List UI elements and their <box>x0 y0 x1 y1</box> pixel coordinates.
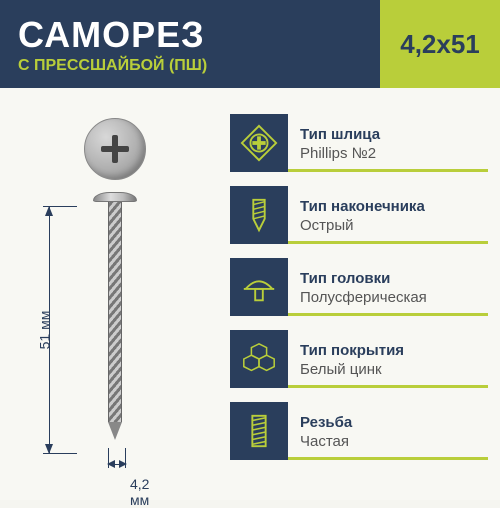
dimension-length-label: 51 мм <box>36 311 52 350</box>
phillips-icon <box>230 114 288 172</box>
spec-value: Частая <box>300 433 488 450</box>
tip-icon <box>230 186 288 244</box>
dimension-diameter: 4,2 мм <box>108 458 168 508</box>
product-card: САМОРЕЗ С ПРЕССШАЙБОЙ (ПШ) 4,2х51 <box>0 0 500 500</box>
spec-value: Острый <box>300 217 488 234</box>
spec-label: Тип наконечника <box>300 198 488 215</box>
spec-row-slot-type: Тип шлица Phillips №2 <box>230 114 488 172</box>
header-title-block: САМОРЕЗ С ПРЕССШАЙБОЙ (ПШ) <box>0 0 380 88</box>
screw-shaft <box>108 202 122 422</box>
product-title: САМОРЕЗ <box>18 17 362 53</box>
screw-head-top-view <box>84 118 146 180</box>
screw-side-view <box>93 192 137 440</box>
spec-text: Резьба Частая <box>288 402 488 460</box>
spec-row-coating-type: Тип покрытия Белый цинк <box>230 330 488 388</box>
spec-value: Phillips №2 <box>300 145 488 162</box>
spec-text: Тип шлица Phillips №2 <box>288 114 488 172</box>
header-size-block: 4,2х51 <box>380 0 500 88</box>
spec-text: Тип головки Полусферическая <box>288 258 488 316</box>
dimension-length: 51 мм <box>35 206 65 454</box>
spec-label: Тип покрытия <box>300 342 488 359</box>
spec-text: Тип покрытия Белый цинк <box>288 330 488 388</box>
screw-diagram <box>84 118 146 500</box>
phillips-cross-icon <box>101 135 129 163</box>
product-subtitle: С ПРЕССШАЙБОЙ (ПШ) <box>18 57 362 75</box>
coating-icon <box>230 330 288 388</box>
spec-text: Тип наконечника Острый <box>288 186 488 244</box>
spec-row-tip-type: Тип наконечника Острый <box>230 186 488 244</box>
screw-side-head <box>93 192 137 202</box>
product-size: 4,2х51 <box>400 29 480 60</box>
spec-label: Тип головки <box>300 270 488 287</box>
spec-label: Тип шлица <box>300 126 488 143</box>
specs-panel: Тип шлица Phillips №2 Тип наконечника Ос… <box>230 88 500 500</box>
diagram-panel: 51 мм 4,2 мм <box>0 88 230 500</box>
header: САМОРЕЗ С ПРЕССШАЙБОЙ (ПШ) 4,2х51 <box>0 0 500 88</box>
spec-row-thread-type: Резьба Частая <box>230 402 488 460</box>
spec-value: Белый цинк <box>300 361 488 378</box>
screw-tip <box>108 422 122 440</box>
body: 51 мм 4,2 мм Тип шлица <box>0 88 500 500</box>
dimension-diameter-label: 4,2 мм <box>130 476 168 508</box>
spec-label: Резьба <box>300 414 488 431</box>
thread-icon <box>230 402 288 460</box>
head-icon <box>230 258 288 316</box>
spec-row-head-type: Тип головки Полусферическая <box>230 258 488 316</box>
spec-value: Полусферическая <box>300 289 488 306</box>
